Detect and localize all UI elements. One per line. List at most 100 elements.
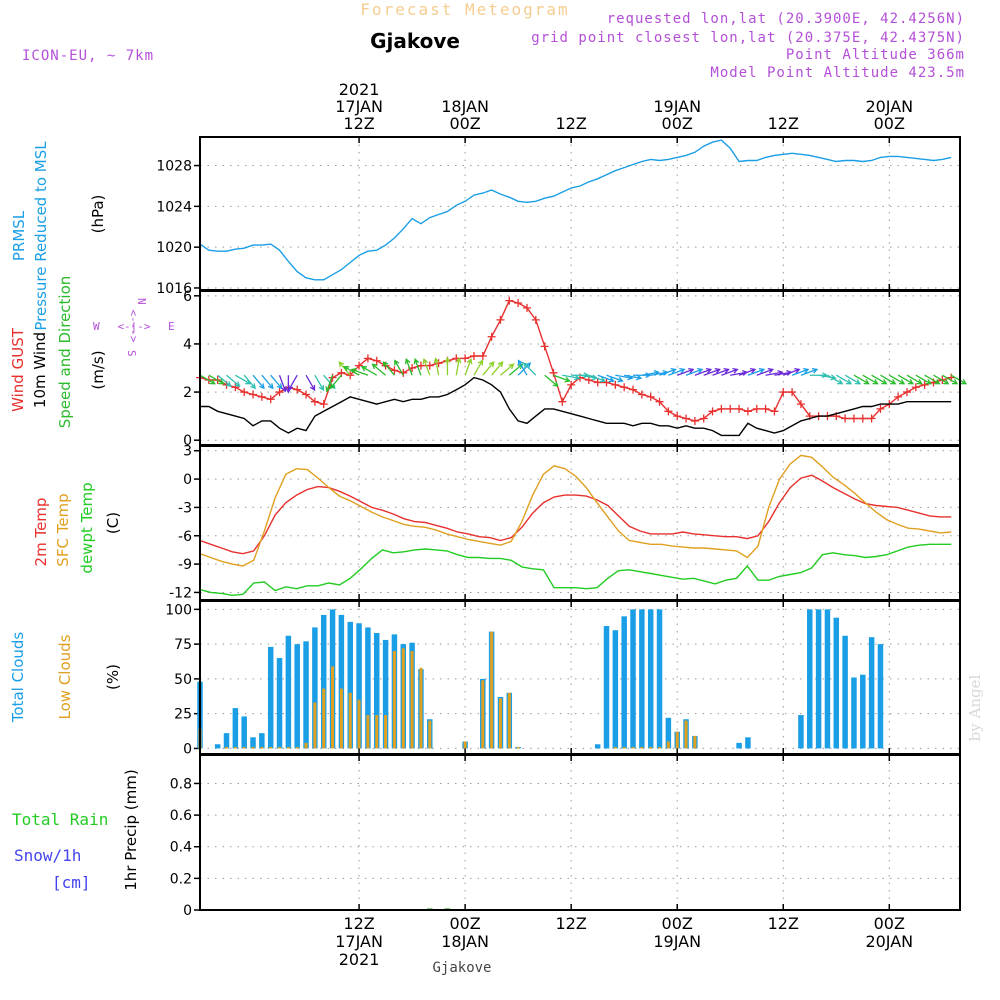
gust-point	[876, 404, 885, 413]
top-time-label: 12Z	[343, 114, 374, 133]
gust-point	[469, 351, 478, 360]
y-tick-label: 6	[183, 289, 192, 305]
y-tick-label: -9	[178, 557, 192, 573]
gust-point	[708, 407, 717, 416]
wind-direction-arrow	[329, 374, 342, 390]
gust-point	[249, 390, 258, 399]
series-line-prmsl	[199, 139, 952, 281]
bar-low-clouds	[622, 746, 626, 749]
wind-direction-arrow	[588, 374, 607, 383]
gust-point	[664, 407, 673, 416]
top-time-label: 00Z	[874, 114, 905, 133]
wind-direction-arrow	[571, 372, 590, 379]
bar-total-clouds	[656, 609, 663, 749]
gust-point	[602, 378, 611, 387]
gust-point	[735, 404, 744, 413]
bar-total-clouds	[807, 609, 813, 749]
wind-direction-arrow	[522, 362, 537, 376]
credit-watermark: by Angel	[966, 674, 984, 741]
wind-direction-arrow	[721, 368, 739, 376]
wind-direction-arrow	[906, 374, 923, 385]
wind-direction-arrow	[871, 374, 888, 385]
wind-compass: <---> N S W <-|-> E	[93, 298, 175, 357]
bar-low-clouds	[260, 746, 264, 749]
bar-total-clouds	[365, 627, 371, 749]
bar-low-clouds	[348, 692, 352, 749]
wind-direction-arrow	[371, 363, 386, 376]
gust-point	[743, 407, 752, 416]
bottom-time-label: 17JAN	[335, 932, 383, 951]
bar-low-clouds	[233, 746, 237, 749]
bar-total-clouds	[877, 644, 884, 749]
bar-low-clouds	[392, 651, 396, 749]
panel-frame	[199, 445, 961, 601]
y-tick-label: 1028	[156, 159, 192, 175]
wind-direction-arrow	[897, 374, 915, 385]
wind-direction-arrow	[809, 372, 829, 379]
gust-point	[858, 414, 867, 423]
wind-direction-arrow	[464, 357, 473, 376]
gust-point	[911, 383, 920, 392]
precip-panel: 0 0.2 0.4 0.6 0.8	[170, 754, 961, 919]
y-tick-label: 1024	[156, 199, 192, 215]
compass-horizontal: <-|->	[117, 320, 150, 333]
wind-direction-arrow	[606, 374, 624, 383]
wind-direction-arrow	[455, 357, 462, 376]
gust-point	[673, 412, 682, 421]
bar-total-clouds	[374, 632, 380, 749]
bottom-time-label: 00Z	[874, 914, 905, 933]
bottom-time-label: 2021	[339, 950, 380, 969]
gust-point	[372, 356, 381, 365]
wind-direction-arrow	[659, 368, 677, 376]
bar-low-clouds	[498, 698, 502, 749]
gust-point	[390, 366, 399, 375]
wind-direction-arrow	[827, 374, 844, 385]
wind-direction-arrow	[404, 357, 413, 376]
gust-point	[240, 388, 249, 397]
bottom-time-label: 12Z	[343, 914, 374, 933]
bar-low-clouds	[516, 746, 520, 749]
y-tick-label: 0	[183, 741, 192, 757]
bar-low-clouds	[481, 680, 485, 749]
bottom-time-label: 00Z	[449, 914, 480, 933]
wind-direction-arrow	[712, 368, 730, 376]
y-tick-label: 1020	[156, 240, 192, 256]
ylabel-percent: (%)	[104, 664, 122, 690]
wind-direction-arrow	[783, 368, 801, 376]
bar-total-clouds	[639, 609, 645, 749]
bar-total-clouds	[382, 639, 389, 749]
wind-direction-arrow	[791, 368, 810, 376]
wind-direction-arrow	[915, 374, 932, 385]
bar-low-clouds	[410, 651, 414, 749]
bar-low-clouds	[225, 746, 229, 749]
bar-total-clouds	[621, 616, 627, 749]
bar-total-clouds	[815, 609, 822, 749]
wind-direction-arrow	[888, 374, 906, 385]
gust-point	[682, 414, 691, 423]
wind-direction-arrow	[633, 372, 652, 379]
clouds-panel: 0 25 50 75 100	[165, 600, 961, 757]
gust-point	[257, 392, 266, 401]
legend-total-rain: Total Rain	[12, 810, 108, 829]
chart-title: Forecast Meteogram	[360, 0, 569, 19]
wind-direction-arrow	[243, 374, 256, 390]
wind-direction-arrow	[924, 374, 941, 385]
wind-direction-arrow	[853, 374, 870, 385]
temperature-panel: -12 -9 -6 -3 0 3	[169, 444, 961, 601]
gust-point	[593, 378, 602, 387]
gust-point	[319, 400, 328, 409]
wind-direction-arrow	[756, 368, 774, 376]
wind-direction-arrow	[676, 368, 695, 376]
gust-point	[796, 400, 805, 409]
bottom-time-label: 20JAN	[865, 932, 913, 951]
pressure-panel: 1016 1020 1024 1028	[156, 136, 961, 297]
bar-total-clouds	[250, 737, 256, 749]
wind-direction-arrow	[597, 374, 615, 383]
wind-direction-arrow	[350, 368, 369, 376]
ylabel-10m-wind: 10m Wind	[31, 332, 49, 408]
y-tick-label: 4	[183, 337, 192, 353]
wind-direction-arrow	[288, 374, 298, 392]
ylabel-prmsl: PRMSL	[10, 210, 28, 261]
top-time-label: 20JAN	[865, 97, 913, 116]
